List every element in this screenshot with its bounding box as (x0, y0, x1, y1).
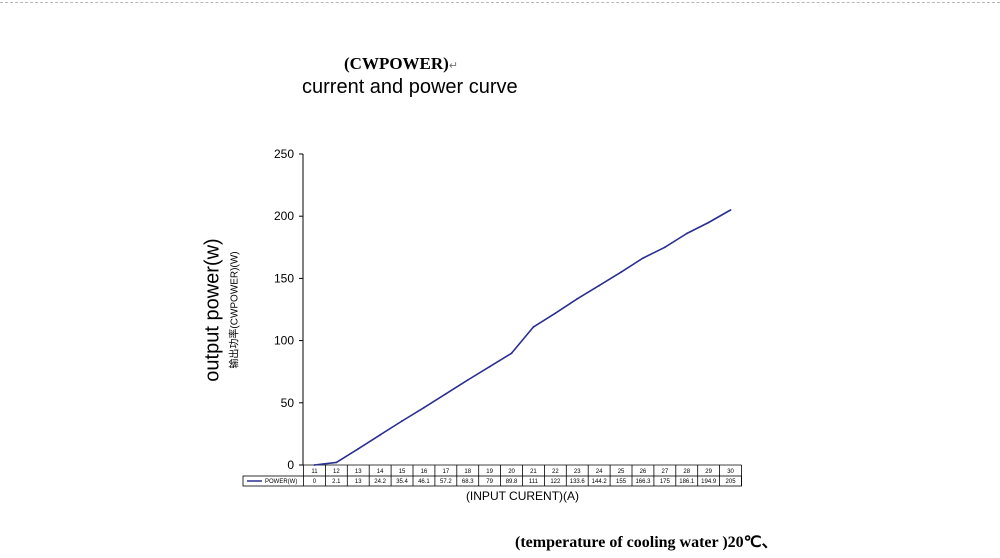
data-value-cell: 0 (313, 479, 317, 485)
x-tick-label: 30 (727, 469, 734, 475)
x-tick-label: 11 (311, 469, 318, 475)
x-tick-label: 26 (640, 469, 647, 475)
data-value-cell: 46.1 (418, 479, 430, 485)
x-tick-label: 28 (683, 469, 690, 475)
power-data-point (335, 461, 338, 464)
data-value-cell: 35.4 (396, 479, 408, 485)
y-tick-label: 250 (274, 147, 294, 161)
chart-title: (CWPOWER)↵ (344, 54, 459, 73)
data-value-cell: 89.8 (506, 479, 518, 485)
legend-series-name: POWER(W) (265, 479, 297, 485)
power-data-point (379, 433, 382, 436)
power-data-point (401, 420, 403, 422)
x-tick-label: 29 (705, 469, 712, 475)
power-data-point (642, 257, 644, 260)
data-value-cell: 186.1 (679, 479, 695, 485)
power-data-point (444, 392, 447, 395)
data-value-cell: 68.3 (462, 479, 474, 485)
x-tick-label: 21 (530, 469, 537, 475)
power-data-point (532, 326, 535, 328)
x-tick-label: 16 (421, 469, 428, 475)
power-data-point (729, 209, 732, 211)
x-tick-label: 22 (552, 469, 559, 475)
power-data-point (685, 232, 688, 235)
x-tick-label: 20 (508, 469, 515, 475)
power-data-point (510, 352, 513, 355)
power-data-point (598, 284, 601, 287)
power-data-point (466, 379, 469, 381)
y-tick-label: 50 (281, 396, 295, 410)
y-tick-label: 100 (274, 334, 294, 348)
data-value-cell: 122 (550, 479, 561, 485)
x-axis-label: (INPUT CURENT)(A) (466, 489, 579, 503)
data-value-cell: 24.2 (374, 479, 386, 485)
data-value-cell: 194.9 (701, 479, 717, 485)
x-tick-label: 14 (377, 469, 384, 475)
data-value-cell: 111 (529, 479, 539, 485)
x-tick-label: 12 (333, 469, 340, 475)
data-value-cell: 133.6 (570, 479, 586, 485)
power-data-point (488, 365, 491, 368)
return-mark: ↵ (448, 60, 459, 72)
top-dashed-border (0, 2, 1000, 3)
power-data-point (423, 406, 425, 409)
x-tick-label: 17 (443, 469, 450, 475)
y-tick-label: 150 (274, 271, 294, 285)
data-value-cell: 155 (616, 479, 627, 485)
x-tick-label: 25 (618, 469, 625, 475)
x-tick-label: 18 (464, 469, 471, 475)
power-data-point (620, 271, 622, 274)
data-value-cell: 13 (355, 479, 362, 485)
cooling-water-note: (temperature of cooling water )20℃、 (515, 534, 778, 551)
data-value-cell: 2.1 (332, 479, 341, 485)
data-value-cell: 205 (726, 479, 737, 485)
x-tick-label: 19 (486, 469, 493, 475)
power-series-line (314, 209, 731, 466)
power-data-point (663, 246, 666, 249)
y-tick-label: 200 (274, 209, 294, 223)
y-tick-label: 0 (287, 458, 294, 472)
power-data-point (357, 447, 360, 450)
x-tick-label: 13 (355, 469, 362, 475)
data-value-cell: 144.2 (592, 479, 608, 485)
power-data-point (554, 312, 557, 315)
power-data-point (707, 221, 710, 224)
chart-subtitle: current and power curve (302, 76, 518, 98)
data-value-cell: 166.3 (635, 479, 651, 485)
x-tick-label: 15 (399, 469, 406, 475)
data-value-cell: 79 (486, 479, 493, 485)
data-value-cell: 57.2 (440, 479, 452, 485)
power-data-point (313, 464, 316, 466)
x-tick-label: 24 (596, 469, 603, 475)
x-tick-label: 27 (662, 469, 669, 475)
x-tick-label: 23 (574, 469, 581, 475)
data-value-cell: 175 (660, 479, 671, 485)
power-data-point (576, 297, 579, 300)
